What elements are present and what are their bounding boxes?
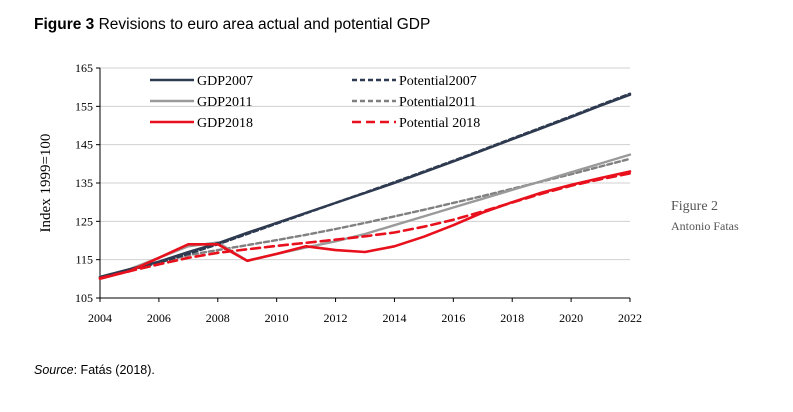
y-axis-label: Index 1999=100 (38, 134, 54, 233)
y-tick-label: 125 (75, 214, 93, 228)
y-tick-label: 145 (75, 138, 93, 152)
figure-label: Figure 3 (34, 16, 95, 33)
legend-label: GDP2011 (197, 95, 253, 110)
y-tick-label: 165 (75, 61, 93, 75)
y-tick-label: 115 (75, 253, 93, 267)
figure-title-text: Revisions to euro area actual and potent… (98, 16, 431, 33)
legend-label: Potential2011 (399, 95, 476, 110)
y-tick-label: 135 (75, 176, 93, 190)
y-tick-label: 105 (75, 291, 93, 305)
side-caption: Figure 2 (671, 199, 719, 214)
x-tick-label: 2006 (147, 311, 171, 325)
x-tick-label: 2004 (88, 311, 112, 325)
series-line-gdp2011 (98, 153, 632, 279)
series-line-gdp2018 (98, 170, 632, 281)
legend-label: GDP2007 (197, 74, 253, 89)
x-tick-label: 2016 (441, 311, 465, 325)
x-tick-label: 2008 (206, 311, 230, 325)
x-tick-label: 2022 (618, 311, 642, 325)
legend-label: GDP2018 (197, 116, 253, 131)
side-author: Antonio Fatas (671, 219, 739, 233)
x-tick-label: 2010 (265, 311, 289, 325)
series-line-gdp2007 (98, 93, 632, 279)
x-tick-label: 2020 (559, 311, 583, 325)
y-tick-label: 155 (75, 99, 93, 113)
source-note: Source: Fatás (2018). (34, 363, 155, 377)
legend-label: Potential2007 (399, 74, 477, 89)
source-label: Source (34, 363, 74, 377)
x-tick-label: 2014 (382, 311, 406, 325)
legend-label: Potential 2018 (399, 116, 480, 131)
figure-title: Figure 3 Revisions to euro area actual a… (34, 16, 430, 34)
x-tick-label: 2012 (324, 311, 348, 325)
source-text: : Fatás (2018). (73, 363, 155, 377)
x-tick-label: 2018 (500, 311, 524, 325)
